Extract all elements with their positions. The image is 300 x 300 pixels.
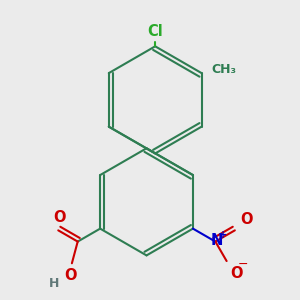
Text: O: O [54,210,66,225]
Text: N: N [210,233,223,248]
Text: O: O [240,212,253,227]
Text: Cl: Cl [147,24,163,39]
Text: +: + [219,230,227,240]
Text: O: O [230,266,243,281]
Text: O: O [64,268,76,284]
Text: −: − [238,258,248,271]
Text: CH₃: CH₃ [211,63,236,76]
Text: H: H [49,277,59,290]
